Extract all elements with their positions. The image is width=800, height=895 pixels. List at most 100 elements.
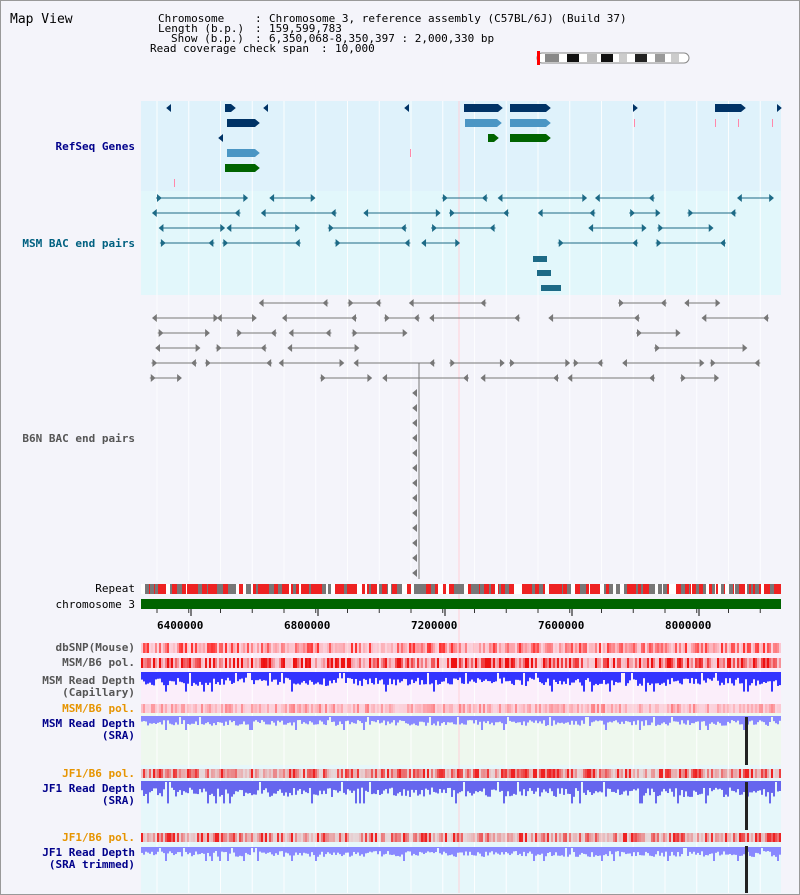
polymorphism-cell <box>751 643 753 653</box>
polymorphism-cell <box>473 769 475 778</box>
polymorphism-cell <box>611 704 613 713</box>
polymorphism-cell <box>673 833 675 842</box>
polymorphism-cell <box>537 769 539 778</box>
repeat-segment <box>725 584 729 594</box>
jf1-trimmed-depth-bar <box>521 847 523 856</box>
polymorphism-cell <box>275 833 277 842</box>
polymorphism-cell <box>205 643 207 653</box>
polymorphism-cell <box>327 643 329 653</box>
jf1-trimmed-depth-bar <box>245 847 247 853</box>
refseq-snp-mark <box>410 149 411 157</box>
polymorphism-cell <box>519 704 521 713</box>
msm-capillary-depth-bar <box>641 672 643 686</box>
repeat-segment <box>480 584 481 594</box>
repeat-segment <box>770 584 774 594</box>
repeat-segment <box>431 584 435 594</box>
polymorphism-cell <box>463 658 465 668</box>
msm-capillary-depth-bar <box>423 672 425 685</box>
polymorphism-cell <box>645 704 647 713</box>
jf1-trimmed-depth-bar <box>407 847 409 852</box>
jf1-trimmed-depth-bar <box>447 847 449 856</box>
msm-capillary-depth-bar <box>501 672 503 684</box>
repeat-segment <box>620 584 624 594</box>
msm-capillary-depth-bar <box>595 672 597 684</box>
jf1-trimmed-depth-bar <box>571 847 573 848</box>
polymorphism-cell <box>321 658 323 668</box>
polymorphism-cell <box>251 704 253 713</box>
jf1-sra-depth-bar <box>753 781 755 792</box>
polymorphism-cell <box>463 643 465 653</box>
msm-sra-depth-bar <box>635 716 637 725</box>
polymorphism-cell <box>537 833 539 842</box>
polymorphism-cell <box>255 833 257 842</box>
polymorphism-cell <box>641 769 643 778</box>
polymorphism-cell <box>617 833 619 842</box>
polymorphism-cell <box>199 769 201 778</box>
polymorphism-cell <box>331 769 333 778</box>
polymorphism-cell <box>577 643 579 653</box>
jf1-sra-depth-bar <box>411 781 413 790</box>
msm-sra-depth-bar <box>503 716 505 730</box>
polymorphism-cell <box>567 658 569 668</box>
polymorphism-cell <box>261 658 263 668</box>
jf1-trimmed-depth-bar <box>753 847 755 857</box>
polymorphism-cell <box>249 658 251 668</box>
polymorphism-cell <box>419 658 421 668</box>
polymorphism-cell <box>501 704 503 713</box>
polymorphism-cell <box>451 643 453 653</box>
jf1-sra-depth-bar <box>717 781 719 790</box>
polymorphism-cell <box>457 643 459 653</box>
msm-capillary-depth-bar <box>241 672 243 679</box>
polymorphism-cell <box>301 704 303 713</box>
polymorphism-cell <box>161 658 163 668</box>
polymorphism-cell <box>695 643 697 653</box>
repeat-segment <box>461 584 464 594</box>
msm-sra-depth-bar <box>719 716 721 724</box>
polymorphism-cell <box>467 643 469 653</box>
msm-capillary-depth-bar <box>429 672 431 685</box>
jf1-trimmed-depth-bar <box>553 847 555 856</box>
polymorphism-cell <box>401 769 403 778</box>
polymorphism-cell <box>391 769 393 778</box>
polymorphism-cell <box>365 658 367 668</box>
jf1-trimmed-depth-bar <box>307 847 309 854</box>
polymorphism-cell <box>171 833 173 842</box>
polymorphism-cell <box>229 643 231 653</box>
polymorphism-cell <box>419 769 421 778</box>
msm-capillary-depth-bar <box>225 672 227 681</box>
polymorphism-cell <box>693 833 695 842</box>
polymorphism-cell <box>687 833 689 842</box>
polymorphism-cell <box>597 769 599 778</box>
polymorphism-cell <box>377 769 379 778</box>
polymorphism-cell <box>589 833 591 842</box>
polymorphism-cell <box>779 704 781 713</box>
polymorphism-cell <box>597 658 599 668</box>
repeat-segment <box>712 584 715 594</box>
polymorphism-cell <box>593 833 595 842</box>
polymorphism-cell <box>273 658 275 668</box>
jf1-trimmed-depth-bar <box>539 847 541 855</box>
polymorphism-cell <box>179 704 181 713</box>
polymorphism-cell <box>777 704 779 713</box>
msm-sra-depth-bar <box>325 716 327 726</box>
polymorphism-cell <box>613 704 615 713</box>
msm-capillary-depth-bar <box>523 672 525 673</box>
polymorphism-cell <box>153 769 155 778</box>
jf1-trimmed-depth-bar <box>685 847 687 848</box>
polymorphism-cell <box>549 658 551 668</box>
polymorphism-cell <box>459 833 461 842</box>
jf1-sra-depth-bar <box>559 781 561 794</box>
polymorphism-cell <box>763 658 765 668</box>
polymorphism-cell <box>767 769 769 778</box>
msm-sra-depth-bar <box>651 716 653 723</box>
polymorphism-cell <box>235 833 237 842</box>
jf1-sra-depth-bar <box>541 781 543 793</box>
jf1-trimmed-depth-bar <box>593 847 595 857</box>
msm-capillary-depth-bar <box>635 672 637 680</box>
repeat-segment <box>213 584 217 594</box>
msm-capillary-depth-bar <box>533 672 535 680</box>
refseq-gene-arrow <box>546 119 551 127</box>
polymorphism-cell <box>397 658 399 668</box>
repeat-segment <box>646 584 649 594</box>
